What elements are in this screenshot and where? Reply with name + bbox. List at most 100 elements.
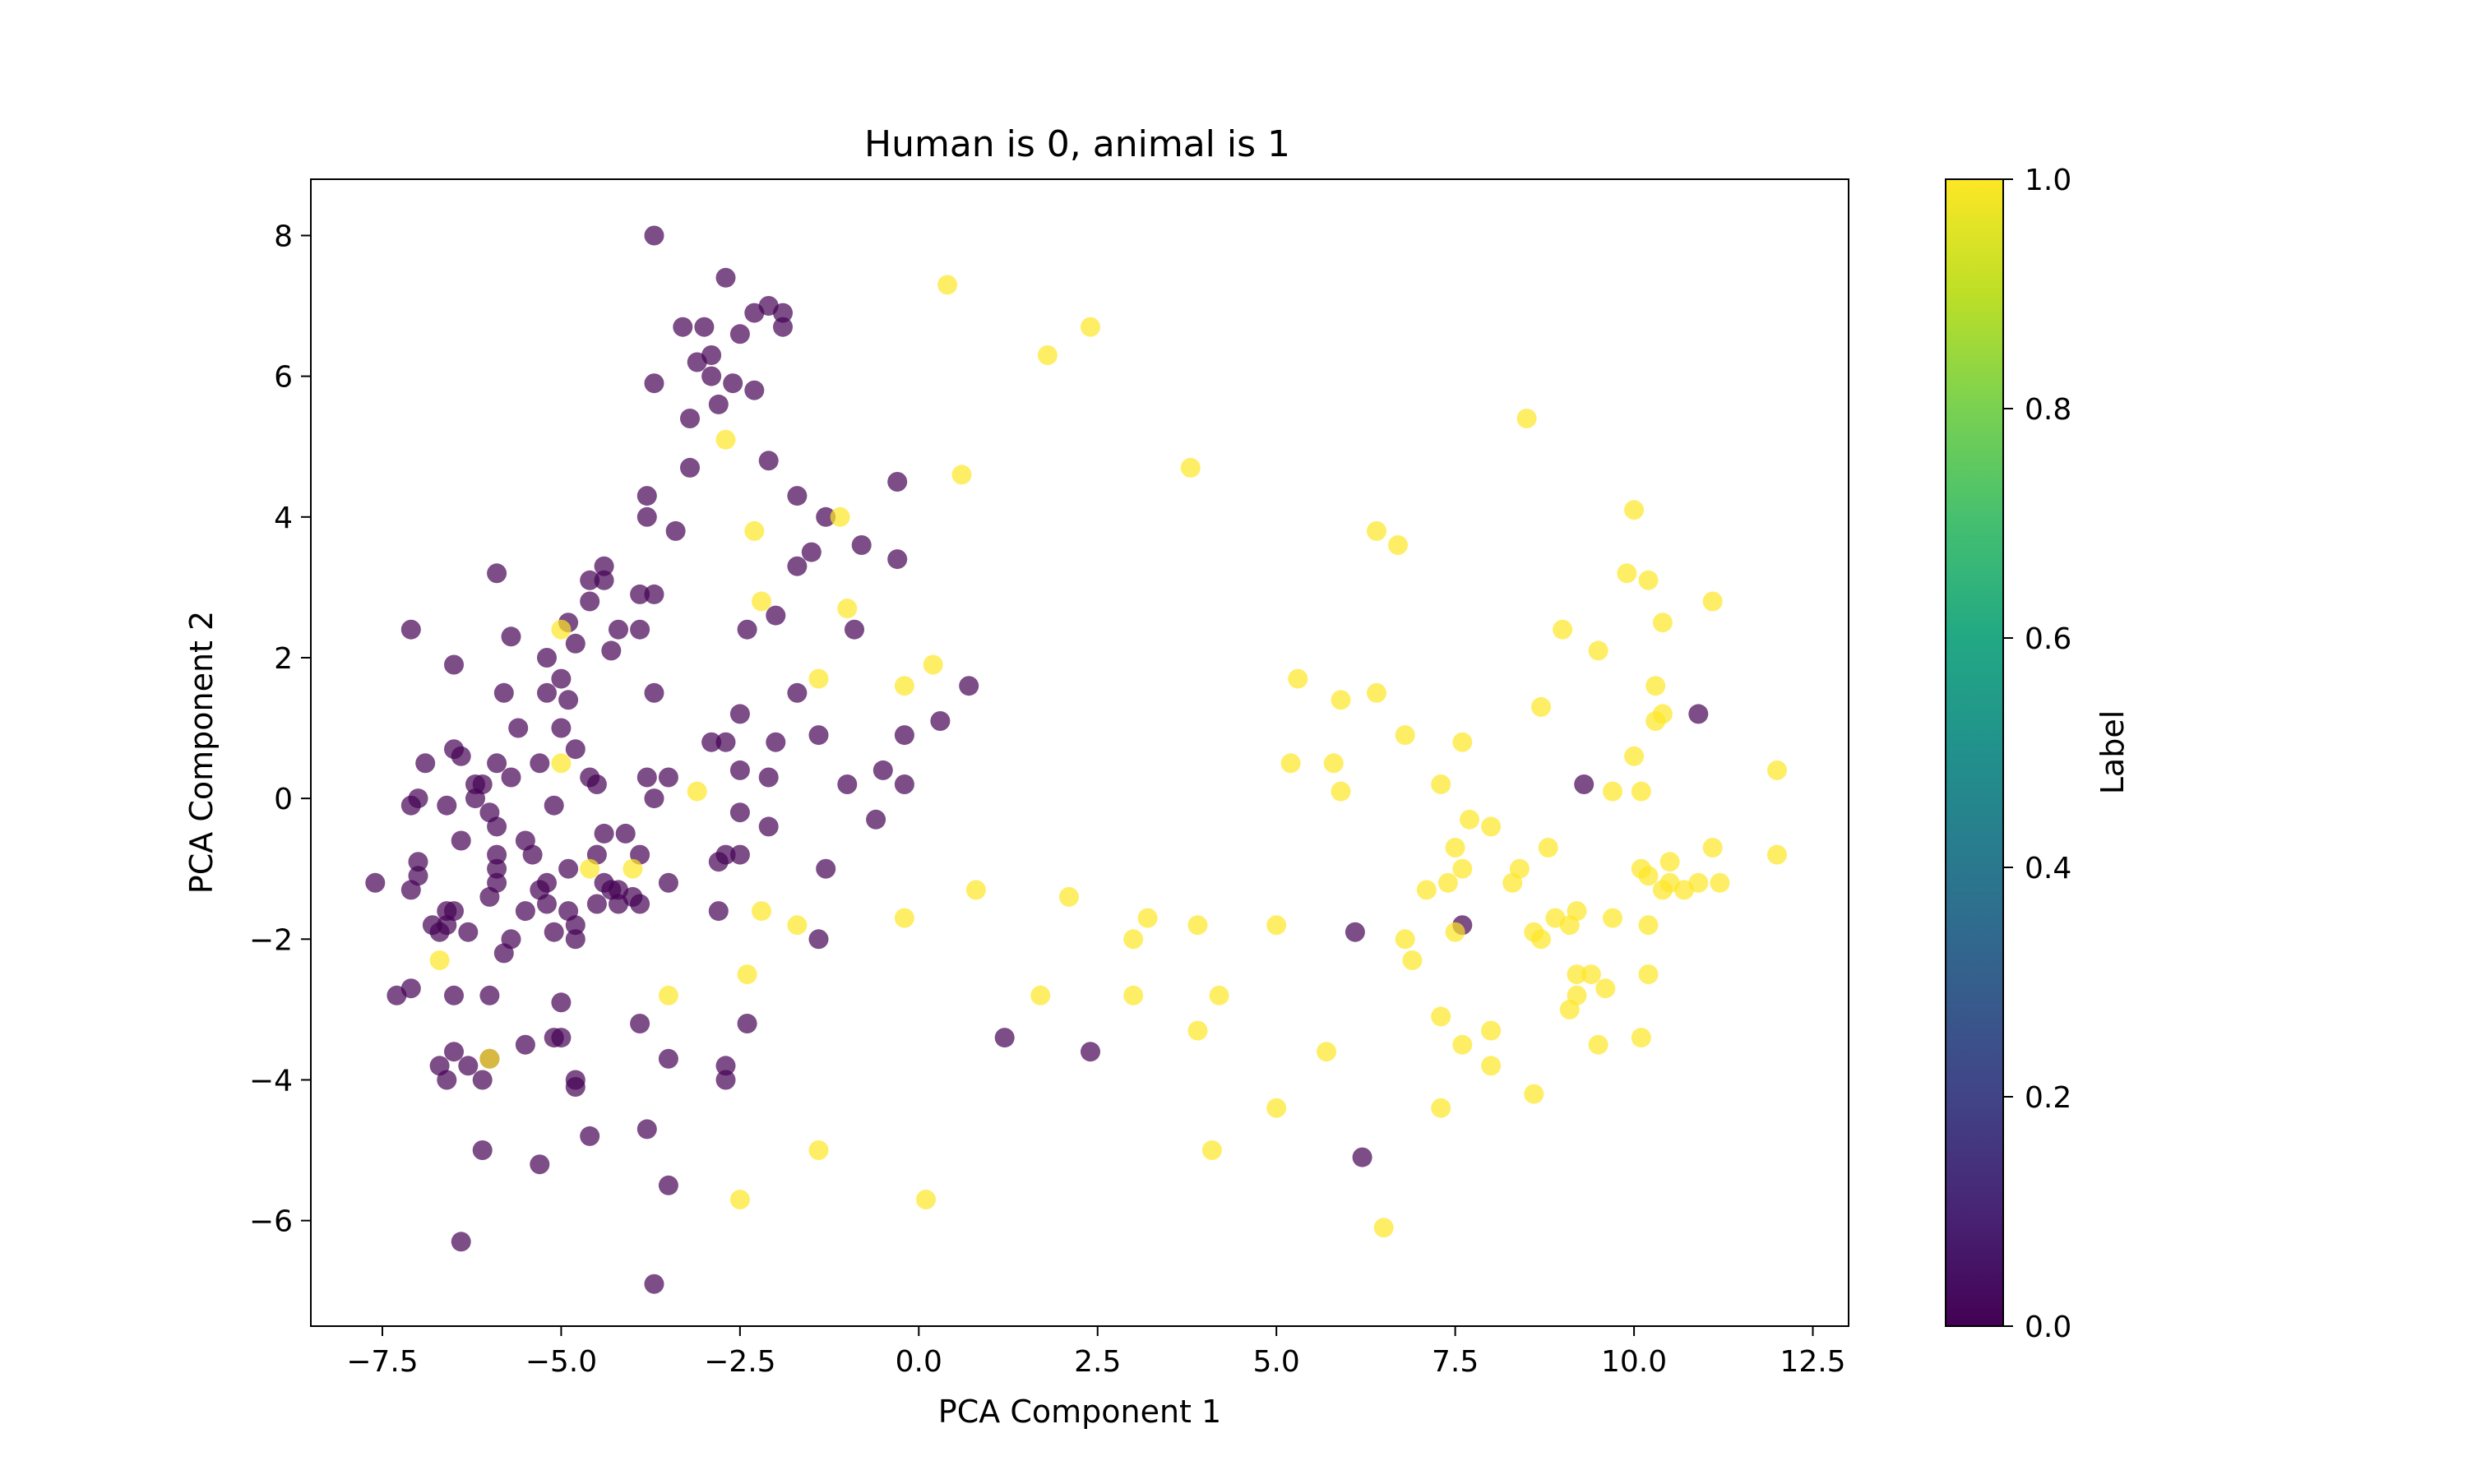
y-tick-label: 6 [274, 361, 293, 395]
point-label-0 [658, 1048, 678, 1069]
point-label-0 [537, 682, 557, 703]
point-label-1 [808, 1140, 829, 1160]
point-label-1 [1323, 753, 1344, 774]
point-label-0 [479, 886, 500, 907]
point-label-0 [565, 915, 586, 936]
point-label-1 [1030, 985, 1051, 1006]
point-label-0 [866, 809, 886, 830]
point-label-0 [644, 225, 664, 246]
point-label-0 [544, 1028, 564, 1048]
point-label-0 [444, 654, 464, 675]
point-label-1 [1531, 696, 1551, 717]
point-label-1 [1652, 613, 1673, 633]
colorbar-label: Label [2094, 710, 2131, 795]
point-label-0 [816, 506, 836, 527]
point-label-0 [493, 682, 514, 703]
point-label-0 [773, 317, 793, 337]
point-label-1 [1538, 838, 1558, 858]
point-label-0 [630, 1014, 650, 1033]
point-label-0 [1345, 922, 1365, 942]
point-label-1 [1502, 872, 1523, 893]
point-label-1 [1603, 781, 1622, 802]
point-label-0 [586, 894, 607, 914]
point-label-0 [737, 1014, 757, 1033]
point-label-0 [737, 619, 757, 640]
point-label-0 [787, 682, 808, 703]
point-label-0 [930, 711, 951, 731]
point-label-1 [1567, 964, 1587, 985]
point-label-1 [1445, 922, 1465, 942]
point-label-1 [1702, 591, 1723, 612]
x-tick-label: 5.0 [1253, 1345, 1300, 1379]
colorbar-tick-label: 0.0 [2025, 1311, 2071, 1344]
point-label-0 [437, 1070, 457, 1090]
point-label-0 [630, 894, 650, 914]
point-label-0 [658, 1175, 678, 1195]
point-label-0 [400, 978, 421, 999]
point-label-1 [1137, 908, 1158, 928]
point-label-0 [680, 457, 700, 478]
point-label-0 [773, 303, 793, 323]
point-label-1 [623, 858, 643, 879]
point-label-0 [400, 795, 421, 816]
point-label-1 [937, 275, 958, 295]
point-label-0 [715, 1070, 736, 1090]
point-label-1 [1524, 1084, 1544, 1104]
point-label-1 [1402, 950, 1423, 970]
point-label-0 [487, 858, 507, 879]
point-label-1 [1460, 809, 1479, 830]
point-label-0 [729, 760, 750, 780]
point-label-0 [787, 486, 808, 506]
y-tick-label: −4 [249, 1064, 293, 1098]
point-label-1 [1201, 1140, 1222, 1160]
point-label-0 [565, 1077, 586, 1097]
point-label-1 [1638, 570, 1659, 590]
point-label-0 [458, 1056, 479, 1076]
point-label-0 [451, 830, 471, 851]
point-label-0 [537, 894, 557, 914]
point-label-0 [1352, 1147, 1372, 1167]
point-label-1 [894, 676, 914, 696]
point-label-0 [551, 718, 572, 738]
point-label-1 [1431, 774, 1451, 794]
point-label-1 [551, 619, 572, 640]
point-label-0 [837, 774, 858, 794]
point-label-0 [644, 584, 664, 604]
colorbar-tick-label: 0.4 [2025, 852, 2071, 885]
point-label-0 [1081, 1042, 1100, 1062]
point-label-0 [644, 373, 664, 394]
point-label-1 [1266, 1098, 1287, 1118]
point-label-1 [1624, 500, 1645, 520]
point-label-1 [1581, 964, 1601, 985]
point-label-0 [508, 718, 529, 738]
point-label-0 [437, 915, 457, 936]
point-label-0 [665, 520, 686, 541]
point-label-1 [1645, 676, 1666, 696]
point-label-1 [894, 908, 914, 928]
point-label-0 [493, 943, 514, 964]
point-label-0 [729, 704, 750, 724]
point-label-0 [708, 394, 729, 414]
point-label-1 [951, 465, 972, 485]
point-label-0 [787, 556, 808, 576]
point-label-1 [916, 1190, 936, 1209]
point-label-1 [1187, 1020, 1208, 1041]
point-label-0 [994, 1028, 1015, 1048]
point-label-1 [1123, 985, 1144, 1006]
point-label-1 [923, 654, 943, 675]
point-label-0 [580, 570, 600, 590]
point-label-0 [729, 844, 750, 865]
point-label-1 [1395, 929, 1415, 950]
point-label-0 [451, 1232, 471, 1252]
point-label-1 [1452, 1034, 1473, 1055]
point-label-1 [1395, 725, 1415, 746]
colorbar-ticks: 0.0 0.2 0.4 0.6 0.8 1.0 [2003, 164, 2071, 1344]
point-label-1 [1638, 964, 1659, 985]
point-label-0 [744, 380, 765, 400]
point-label-1 [1331, 690, 1351, 710]
point-label-0 [609, 894, 628, 914]
point-label-0 [472, 1140, 493, 1160]
point-label-1 [1059, 886, 1079, 907]
x-tick-label: 7.5 [1432, 1345, 1479, 1379]
